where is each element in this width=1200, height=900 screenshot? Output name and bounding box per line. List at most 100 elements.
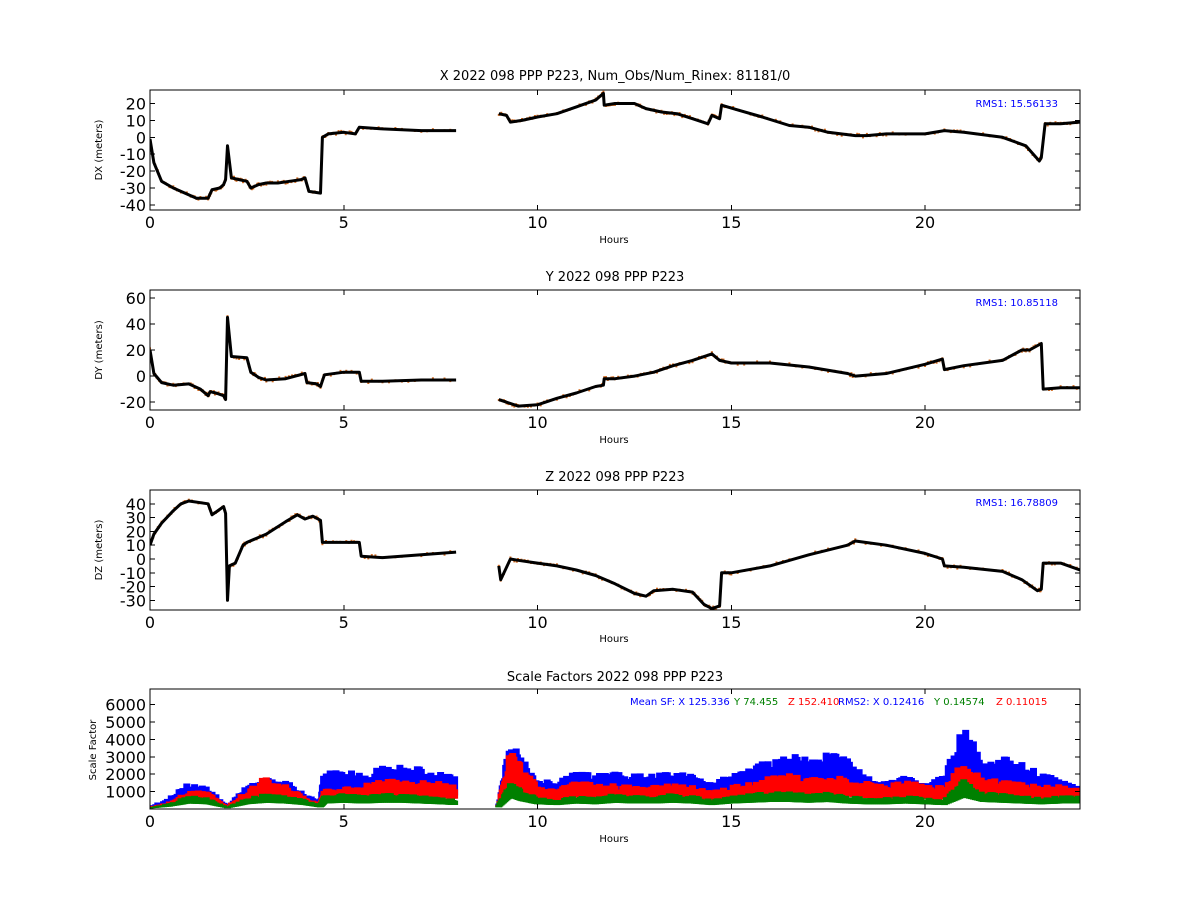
sf-rms-y: Y 0.14574: [933, 697, 985, 708]
x-tick-label: 0: [145, 213, 155, 232]
residual-point: [827, 370, 830, 373]
residual-point: [340, 129, 343, 132]
y-tick-label: 60: [126, 289, 146, 308]
residual-point: [539, 404, 542, 407]
residual-point: [339, 369, 342, 372]
residual-point: [578, 389, 581, 392]
residual-point: [917, 366, 920, 369]
residual-point: [924, 365, 926, 367]
residual-point: [681, 116, 684, 119]
y-tick-label: 20: [126, 341, 146, 360]
residual-point: [602, 90, 605, 93]
residual-point: [849, 375, 852, 378]
plot-area: [150, 315, 1080, 408]
residual-point: [232, 564, 235, 567]
residual-point: [443, 553, 446, 556]
residual-point: [1054, 121, 1057, 124]
x-tick-label: 15: [721, 613, 741, 632]
y-tick-label: -20: [120, 393, 146, 412]
residual-point: [865, 132, 868, 135]
residual-point: [565, 396, 568, 399]
y-tick-label: -30: [120, 591, 146, 610]
x-tick-label: 15: [721, 812, 741, 831]
sf-rms-z: Z 0.11015: [996, 697, 1047, 708]
residual-point: [704, 356, 707, 359]
residual-point: [673, 114, 676, 117]
residual-point: [335, 133, 337, 136]
residual-point: [294, 513, 297, 516]
residual-point: [243, 358, 246, 361]
y-tick-label: 30: [126, 509, 146, 528]
y-tick-label: 2000: [105, 765, 146, 784]
axes-frame: [149, 89, 1081, 211]
residual-point: [775, 561, 778, 564]
sf-mean-z: Z 152.410: [788, 697, 839, 708]
residual-point: [840, 134, 843, 137]
residual-point: [691, 361, 694, 364]
residual-point: [668, 363, 671, 366]
residual-point: [265, 380, 268, 383]
y-tick-label: 1000: [105, 783, 146, 802]
residual-point: [367, 557, 370, 560]
residual-point: [969, 365, 972, 368]
y-tick-label: 6000: [105, 696, 146, 715]
y-tick-label: -10: [120, 145, 146, 164]
residual-point: [515, 560, 518, 563]
residual-point: [278, 376, 281, 379]
residual-point: [869, 372, 872, 375]
residual-point: [962, 366, 965, 369]
residual-point: [988, 359, 991, 362]
residual-point: [885, 134, 888, 137]
residual-point: [367, 382, 370, 384]
x-tick-label: 0: [145, 413, 155, 432]
axes-frame: [149, 489, 1081, 611]
residual-point: [374, 554, 377, 557]
panel-dy-plot: [150, 315, 1080, 408]
x-tick-label: 10: [527, 413, 547, 432]
residual-point: [856, 132, 859, 135]
x-tick-label: 0: [145, 812, 155, 831]
position-series-1: [498, 91, 1080, 163]
panel-sf-plot: [150, 729, 1080, 809]
plot-area: [150, 729, 1080, 809]
residual-point: [271, 380, 274, 383]
residual-point: [956, 567, 959, 570]
residual-point: [260, 379, 263, 381]
residual-point: [722, 358, 725, 361]
residual-point: [675, 365, 678, 368]
sf-mean-x: Mean SF: X 125.336: [630, 697, 730, 708]
y-tick-label: -20: [120, 578, 146, 597]
residual-point: [862, 136, 864, 139]
residual-point: [1059, 385, 1062, 388]
residual-point: [756, 360, 759, 363]
residual-point: [260, 184, 263, 187]
panel-dx-title: X 2022 098 PPP P223, Num_Obs/Num_Rinex: …: [440, 69, 791, 84]
y-tick-label: 0: [136, 550, 146, 569]
residual-point: [235, 179, 238, 182]
panel-dz-xlabel: Hours: [599, 634, 628, 645]
x-tick-label: 20: [915, 413, 935, 432]
residual-point: [555, 563, 558, 566]
residual-point: [242, 181, 244, 184]
panel-dx: X 2022 098 PPP P223, Num_Obs/Num_Rinex: …: [94, 69, 1081, 246]
panel-dz-title: Z 2022 098 PPP P223: [545, 470, 685, 485]
residual-point: [588, 389, 591, 392]
sf-rms-x: RMS2: X 0.12416: [838, 697, 924, 708]
x-tick-label: 5: [339, 613, 349, 632]
x-tick-label: 20: [915, 213, 935, 232]
residual-point: [329, 374, 332, 377]
residual-point: [946, 566, 949, 569]
panel-dx-rms: RMS1: 15.56133: [975, 99, 1058, 110]
residual-point: [214, 189, 217, 192]
x-tick-label: 5: [339, 413, 349, 432]
y-tick-label: 40: [126, 315, 146, 334]
residual-point: [730, 573, 733, 576]
residual-point: [251, 188, 253, 191]
x-tick-label: 15: [721, 213, 741, 232]
residual-point: [235, 357, 238, 360]
residual-point: [344, 133, 347, 136]
panel-dz: Z 2022 098 PPP P223 0 5 10 15 20-30-20-10010…: [94, 470, 1081, 645]
residual-point: [710, 351, 713, 354]
